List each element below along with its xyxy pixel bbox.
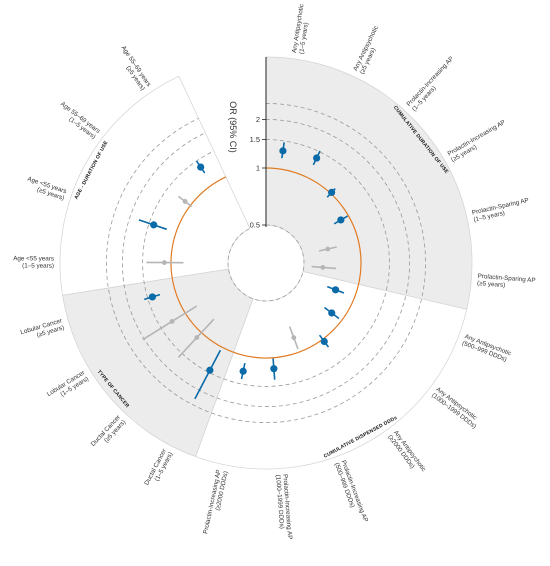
axis-tick-label: 0.5: [250, 221, 260, 230]
point-estimate: [206, 366, 214, 374]
category-label: Prolactin-Increasing AP(1000–1999 DDDs): [274, 474, 293, 540]
axis-title: OR (95% CI): [228, 101, 238, 153]
point-estimate: [279, 147, 287, 155]
radial-axis: 0.5 1 1.5 2 OR (95% CI): [228, 57, 267, 230]
reference-ring: [170, 167, 362, 359]
grid-rings: [106, 103, 426, 423]
category-label: Any Antipsychotic(1000–1999 DDDs): [430, 386, 482, 430]
grid-ring: [122, 119, 410, 407]
axis-tick-label: 2: [256, 115, 260, 124]
category-label: Any Antipsychotic(≥5 years): [352, 25, 386, 76]
point-estimate: [337, 216, 345, 224]
category-label: Age <55 years(≥5 years): [24, 175, 67, 202]
category-label: Ductal Cancer(1–5 years): [143, 448, 174, 490]
category-label: Prolactin-Sparing AP(1–5 years): [471, 197, 531, 224]
reference-ring: [170, 167, 362, 359]
point-estimate: [182, 199, 188, 204]
grid-ring: [142, 139, 390, 387]
axis-tick-label: 1: [256, 164, 260, 173]
point-estimate: [313, 154, 321, 162]
category-label: Any Antipsychotic(1–5 years): [291, 4, 312, 55]
category-label: Lobular Cancer(1–5 years): [46, 369, 90, 404]
point-estimate: [320, 264, 326, 270]
category-label: Prolactin-Increasing AP(500–999 DDDs): [333, 459, 369, 525]
grid-ring: [106, 103, 426, 423]
ci-line: [194, 349, 222, 400]
category-label: Any Antipsychotic(≥2000 DDDs): [386, 429, 427, 477]
category-label: Ductal Cancer(≥5 years): [90, 414, 128, 453]
data-marks: [138, 142, 349, 400]
section-bands: [59, 56, 473, 470]
category-label: Prolactin-Sparing AP(≥5 years): [477, 273, 536, 292]
point-estimate: [331, 286, 340, 294]
point-estimate: [197, 163, 205, 171]
point-estimate: [239, 367, 247, 375]
point-estimate: [270, 365, 278, 373]
category-label: Prolactin-Increasing AP(1–5 years): [406, 55, 461, 113]
point-estimate: [148, 293, 156, 301]
ci-line: [142, 305, 198, 341]
section-band: [59, 75, 251, 296]
point-estimate: [320, 337, 328, 346]
category-label: Prolactin-Increasing AP(≥5 years): [446, 119, 510, 164]
point-estimate: [328, 309, 336, 317]
category-label: Any Antipsychotic(500–999 DDDs): [461, 333, 512, 364]
point-estimate: [291, 335, 297, 341]
axis-tick-label: 1.5: [250, 135, 260, 144]
category-label: Lobular Cancer(≥5 years): [20, 317, 65, 343]
grid-ring: [227, 224, 305, 302]
point-estimate: [161, 260, 167, 265]
category-label: Age 55–69 years(≥5 years): [114, 45, 153, 92]
point-estimate: [325, 246, 331, 252]
point-estimate: [169, 319, 175, 324]
point-estimate: [194, 335, 200, 340]
point-estimate: [328, 188, 336, 197]
category-label: Age <55 years (1–5 years): [13, 255, 54, 269]
point-estimate: [150, 221, 158, 229]
section-band: [265, 56, 473, 310]
category-label: Prolactin-Increasing AP(≥2000 DDDs): [202, 469, 229, 536]
category-label: Age 55–69 years(1–5 years): [55, 101, 102, 141]
